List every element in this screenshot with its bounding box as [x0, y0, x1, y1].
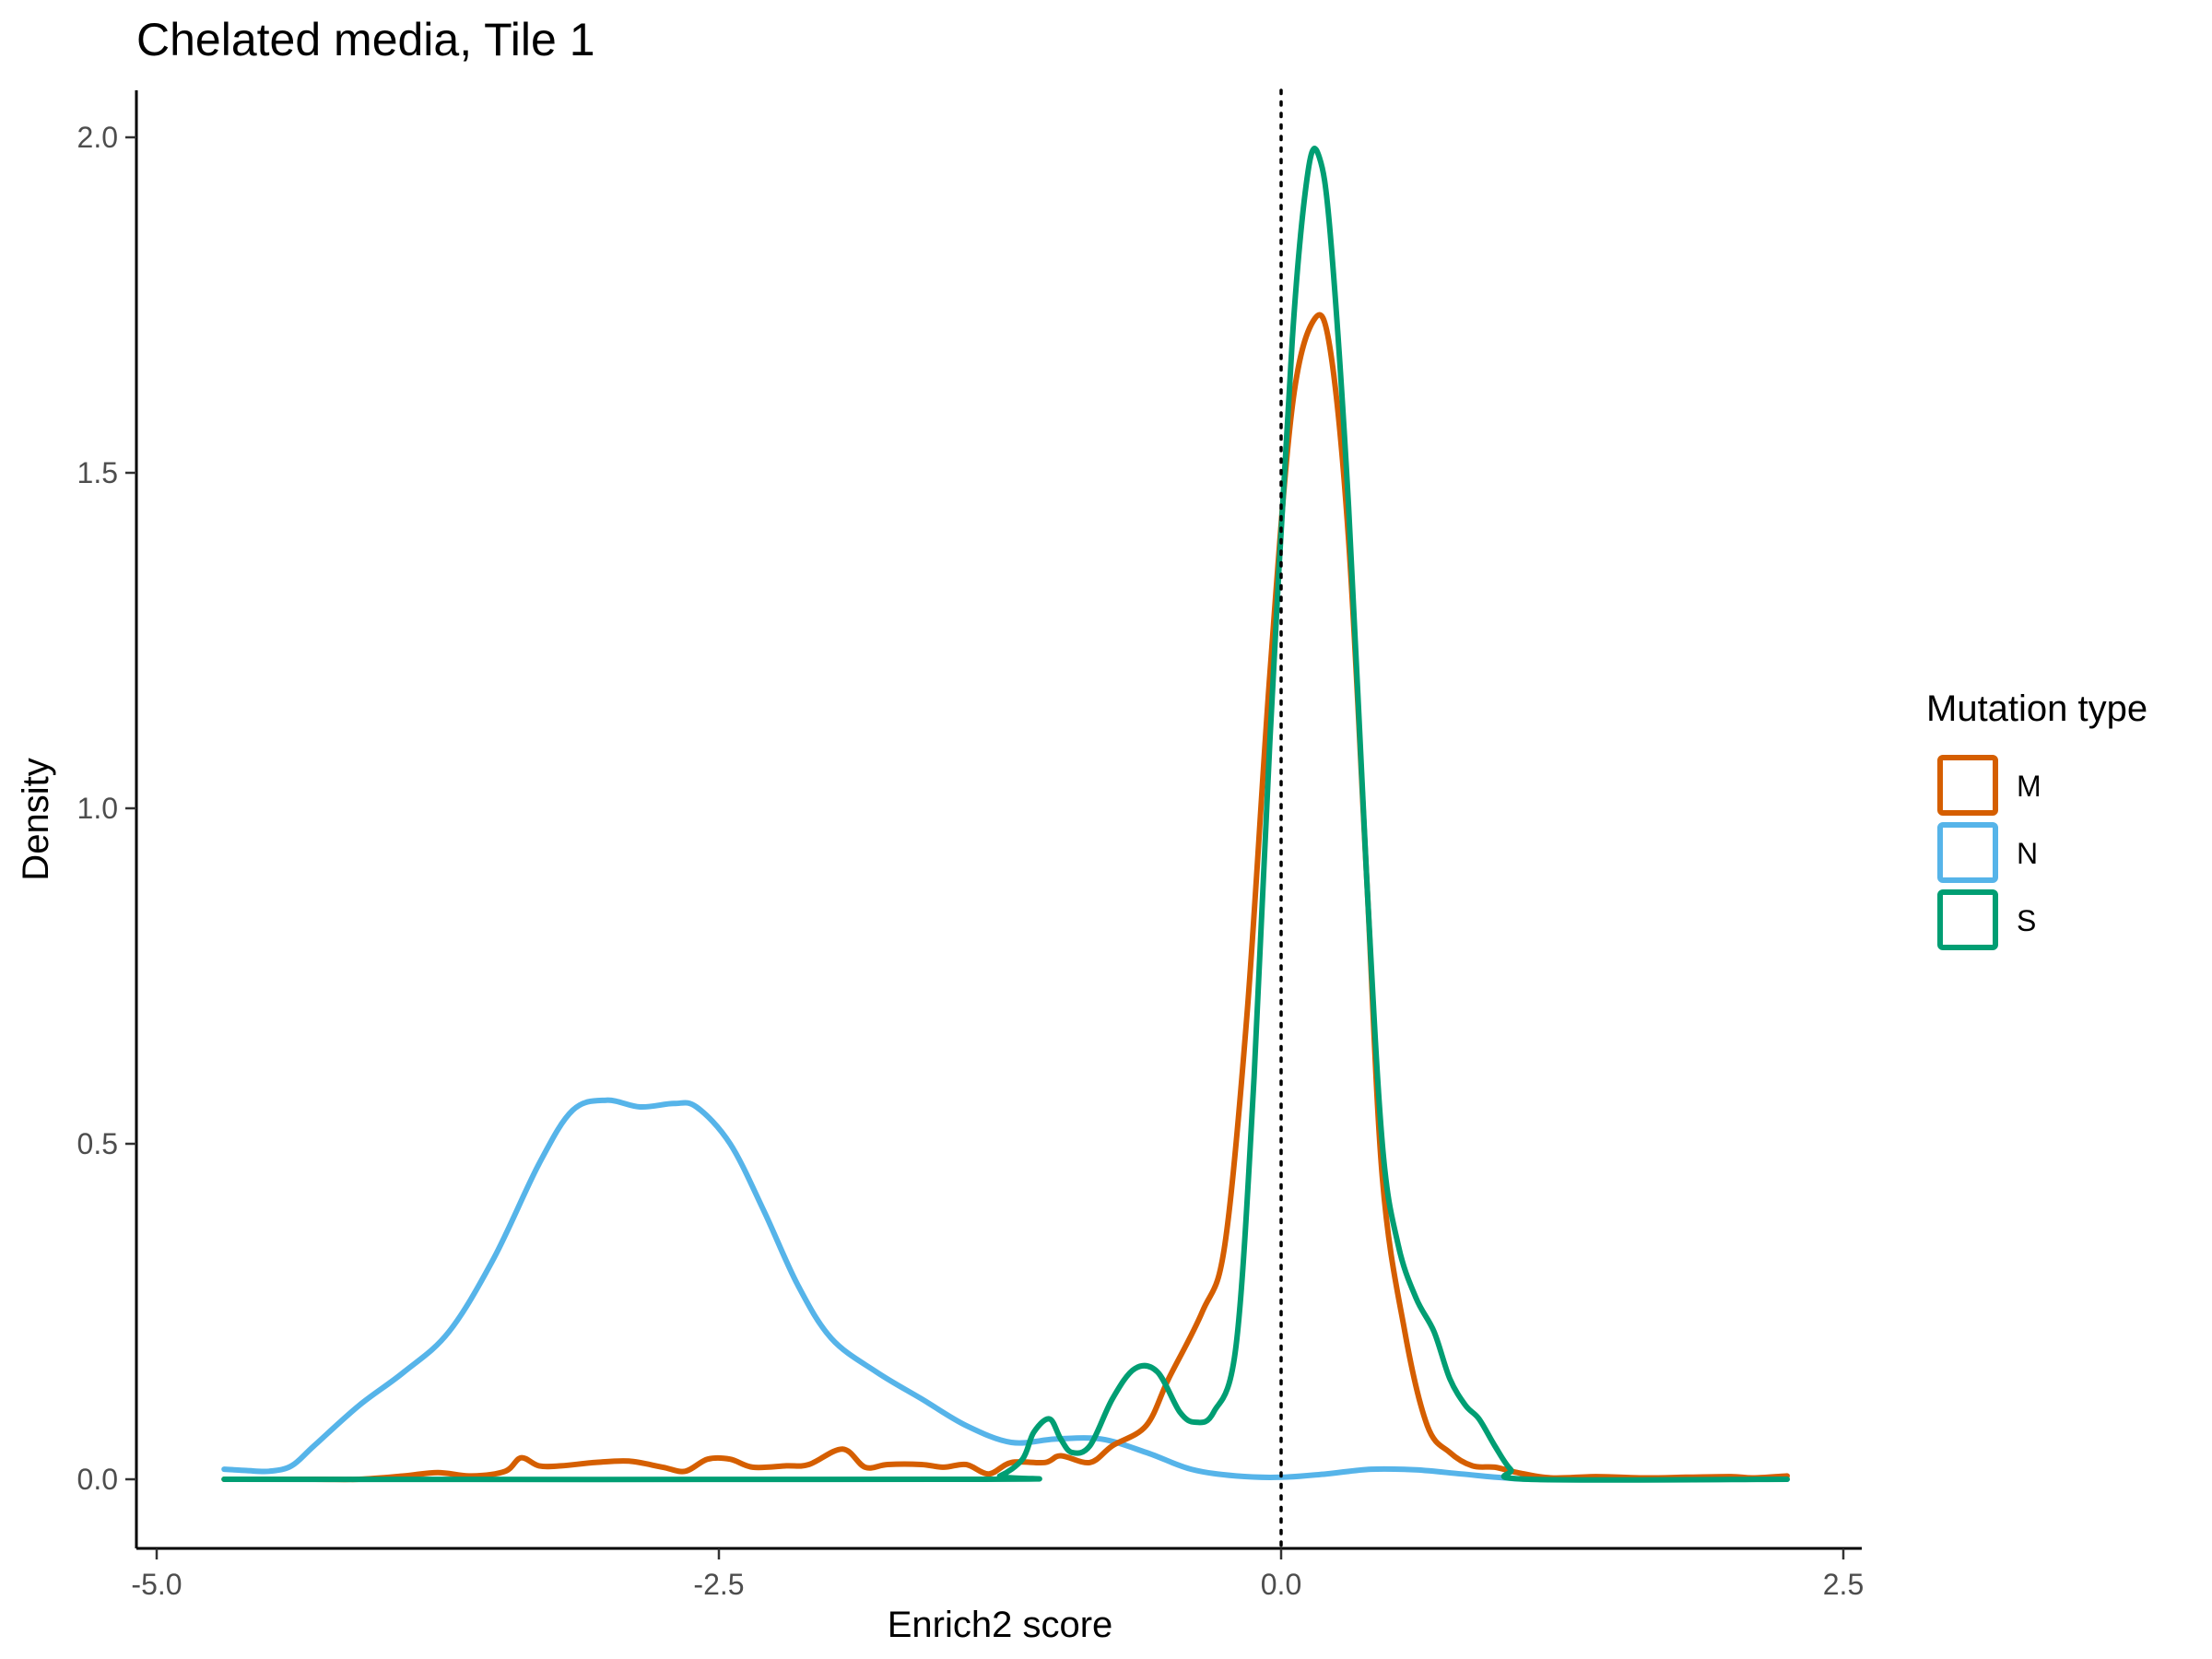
- legend-key-M: [1937, 755, 1998, 816]
- x-tick-label: -5.0: [131, 1568, 182, 1601]
- legend-key-S: [1937, 889, 1998, 950]
- legend: Mutation type M N S: [1926, 688, 2147, 950]
- legend-key-N: [1937, 822, 1998, 883]
- y-tick-label: 2.0: [77, 121, 118, 154]
- y-tick-label: 1.5: [77, 456, 118, 489]
- y-tick-label: 1.0: [77, 792, 118, 825]
- legend-label-M: M: [2017, 770, 2041, 803]
- y-tick-label: 0.0: [77, 1463, 118, 1496]
- legend-label-N: N: [2017, 837, 2038, 870]
- y-axis-ticks: 0.0 0.5 1.0 1.5 2.0: [77, 121, 136, 1496]
- series-line-N: [221, 1097, 1790, 1483]
- y-axis-title: Density: [16, 758, 56, 880]
- legend-title: Mutation type: [1926, 688, 2147, 729]
- x-axis-title: Enrich2 score: [888, 1605, 1113, 1645]
- x-tick-label: 0.0: [1261, 1568, 1301, 1601]
- x-axis-ticks: -5.0 -2.5 0.0 2.5: [131, 1548, 1864, 1601]
- plot-area: [221, 88, 1790, 1550]
- x-tick-label: -2.5: [693, 1568, 744, 1601]
- x-tick-label: 2.5: [1823, 1568, 1864, 1601]
- chart-title: Chelated media, Tile 1: [136, 14, 595, 65]
- legend-label-S: S: [2017, 904, 2036, 937]
- series-line-S: [221, 146, 1790, 1483]
- series-line-M: [221, 312, 1790, 1483]
- y-tick-label: 0.5: [77, 1127, 118, 1160]
